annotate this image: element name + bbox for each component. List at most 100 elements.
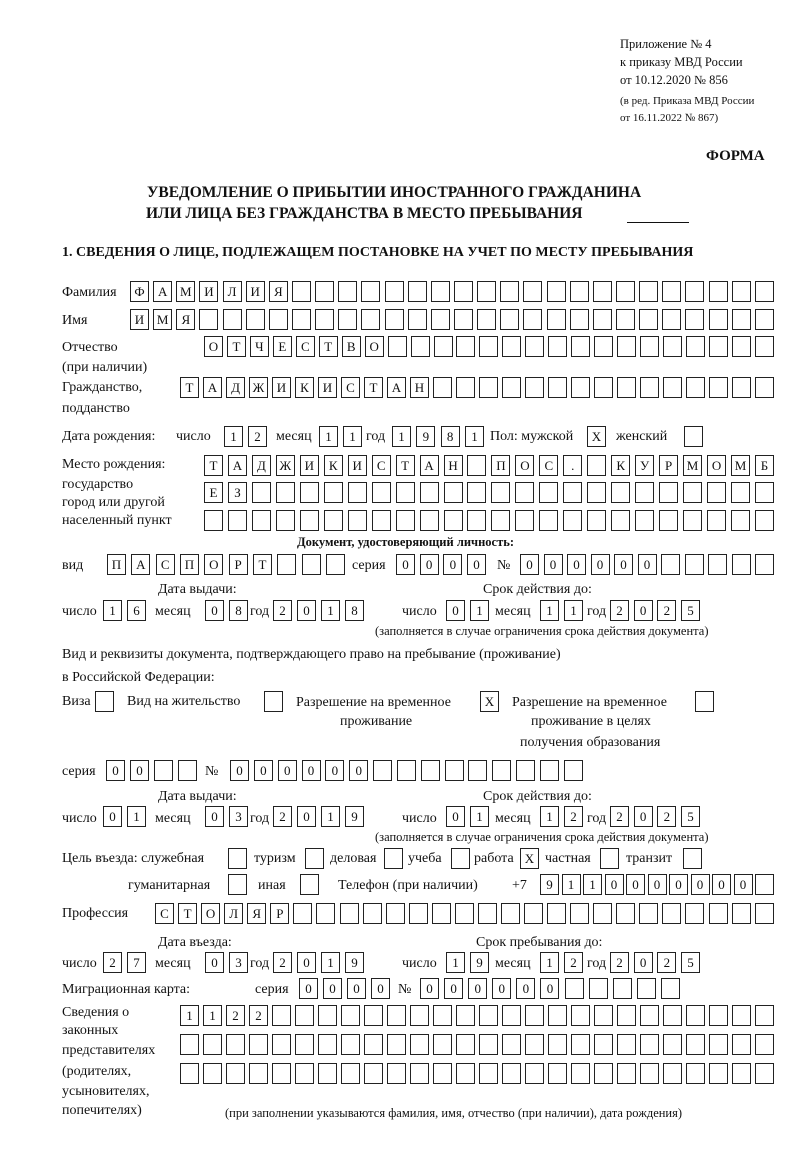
char-box[interactable]: 1: [321, 600, 340, 621]
char-box[interactable]: [228, 848, 247, 869]
char-box[interactable]: [364, 1063, 383, 1084]
reps-boxes-2[interactable]: [180, 1034, 774, 1056]
char-box[interactable]: [431, 903, 451, 924]
char-box[interactable]: [755, 874, 774, 895]
birth-place-boxes-3[interactable]: [204, 510, 774, 532]
char-box[interactable]: О: [204, 554, 224, 575]
char-box[interactable]: 2: [610, 952, 629, 973]
char-box[interactable]: 1: [561, 874, 581, 895]
char-box[interactable]: [387, 336, 407, 357]
char-box[interactable]: [686, 1034, 705, 1055]
char-box[interactable]: [249, 1034, 268, 1055]
char-box[interactable]: [686, 336, 706, 357]
char-box[interactable]: [291, 309, 311, 330]
char-box[interactable]: [295, 1034, 314, 1055]
char-box[interactable]: [410, 336, 430, 357]
char-box[interactable]: [477, 903, 497, 924]
char-box[interactable]: [686, 1005, 705, 1026]
char-box[interactable]: [433, 1063, 452, 1084]
purpose-study-checkbox[interactable]: [451, 848, 470, 870]
char-box[interactable]: 8: [345, 600, 364, 621]
char-box[interactable]: [371, 482, 391, 503]
char-box[interactable]: 1: [180, 1005, 199, 1026]
char-box[interactable]: 0: [301, 760, 321, 781]
char-box[interactable]: Ч: [249, 336, 269, 357]
char-box[interactable]: 0: [466, 554, 486, 575]
char-box[interactable]: 0: [492, 978, 512, 999]
char-box[interactable]: [407, 309, 427, 330]
char-box[interactable]: О: [515, 455, 535, 476]
char-box[interactable]: [361, 309, 381, 330]
char-box[interactable]: 2: [226, 1005, 245, 1026]
char-box[interactable]: Т: [318, 336, 338, 357]
char-box[interactable]: У: [635, 455, 655, 476]
char-box[interactable]: [695, 691, 714, 712]
char-box[interactable]: [456, 1034, 475, 1055]
char-box[interactable]: [410, 1034, 429, 1055]
char-box[interactable]: [539, 760, 559, 781]
char-box[interactable]: [732, 1034, 751, 1055]
char-box[interactable]: [251, 510, 271, 531]
char-box[interactable]: [707, 510, 727, 531]
char-box[interactable]: Д: [251, 455, 271, 476]
char-box[interactable]: 0: [277, 760, 297, 781]
char-box[interactable]: [615, 309, 635, 330]
char-box[interactable]: Я: [176, 309, 196, 330]
char-box[interactable]: 2: [657, 952, 677, 973]
char-box[interactable]: [755, 377, 774, 398]
char-box[interactable]: [300, 874, 319, 895]
char-box[interactable]: [708, 309, 728, 330]
char-box[interactable]: Р: [270, 903, 290, 924]
char-box[interactable]: О: [707, 455, 727, 476]
char-box[interactable]: 2: [564, 952, 583, 973]
char-box[interactable]: [180, 1063, 199, 1084]
char-box[interactable]: [515, 510, 535, 531]
char-box[interactable]: 0: [733, 874, 753, 895]
char-box[interactable]: 2: [273, 600, 292, 621]
char-box[interactable]: [546, 309, 566, 330]
char-box[interactable]: [547, 903, 567, 924]
char-box[interactable]: [275, 510, 295, 531]
char-box[interactable]: 1: [583, 874, 602, 895]
char-box[interactable]: [502, 1063, 521, 1084]
char-box[interactable]: 0: [103, 806, 122, 827]
char-box[interactable]: Т: [252, 554, 272, 575]
char-box[interactable]: [640, 1063, 659, 1084]
char-box[interactable]: [395, 482, 415, 503]
char-box[interactable]: [199, 309, 219, 330]
char-box[interactable]: 0: [444, 978, 464, 999]
char-box[interactable]: [443, 510, 463, 531]
char-box[interactable]: [408, 903, 428, 924]
purpose-transit-checkbox[interactable]: [683, 848, 702, 870]
char-box[interactable]: [755, 1063, 774, 1084]
purpose-business-checkbox[interactable]: [384, 848, 403, 870]
char-box[interactable]: [154, 760, 173, 781]
char-box[interactable]: [755, 1034, 774, 1055]
char-box[interactable]: 1: [224, 426, 243, 447]
char-box[interactable]: X: [480, 691, 499, 712]
char-box[interactable]: [731, 336, 751, 357]
char-box[interactable]: [467, 510, 487, 531]
char-box[interactable]: 8: [229, 600, 248, 621]
char-box[interactable]: [754, 482, 774, 503]
temp-permit-checkbox[interactable]: X: [480, 691, 499, 713]
char-box[interactable]: [612, 978, 632, 999]
char-box[interactable]: О: [201, 903, 221, 924]
char-box[interactable]: [732, 1005, 751, 1026]
char-box[interactable]: [639, 309, 659, 330]
char-box[interactable]: [395, 510, 415, 531]
char-box[interactable]: [492, 760, 512, 781]
male-checkbox[interactable]: X: [587, 426, 606, 448]
char-box[interactable]: [587, 510, 607, 531]
char-box[interactable]: П: [179, 554, 199, 575]
char-box[interactable]: 0: [297, 806, 316, 827]
char-box[interactable]: К: [295, 377, 314, 398]
